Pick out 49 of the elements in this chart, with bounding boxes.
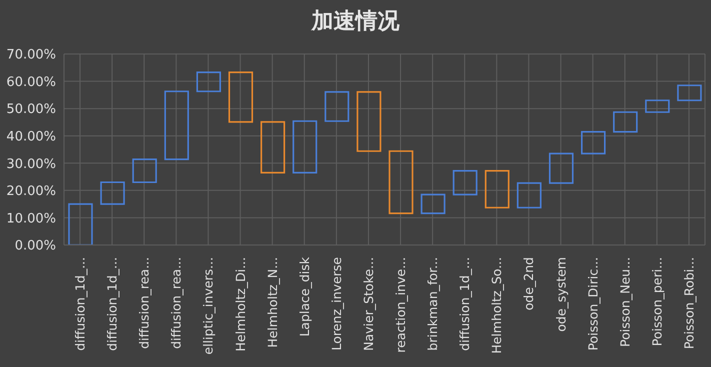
x-tick-label: Navier_Stoke... <box>360 257 376 351</box>
x-tick-label: Poisson_Robi... <box>681 257 696 350</box>
bar <box>452 170 478 196</box>
y-tick-label: 70.00% <box>6 48 56 63</box>
bar <box>516 182 542 208</box>
x-tick-label: brinkman_for... <box>425 257 440 351</box>
x-tick-label: Helmholtz_So... <box>489 257 504 354</box>
bar <box>68 203 93 245</box>
x-tick-label: Helmholtz_Di... <box>232 257 248 352</box>
bar <box>677 84 702 102</box>
bar <box>420 194 446 214</box>
x-tick-label: Poisson_Diric... <box>585 257 600 351</box>
bar <box>356 91 382 152</box>
x-tick-label: Laplace_disk <box>296 256 312 337</box>
x-tick-label: elliptic_invers... <box>200 257 216 355</box>
y-tick-label: 30.00% <box>6 156 56 172</box>
y-tick-label: 20.00% <box>6 184 56 200</box>
bar <box>484 170 510 208</box>
x-tick-label: ode_system <box>553 257 568 332</box>
x-tick-label: Helmholtz_N... <box>264 257 280 348</box>
y-tick-label: 50.00% <box>6 102 56 118</box>
x-tick-label: diffusion_1d_... <box>457 257 472 351</box>
bar <box>292 120 318 174</box>
x-tick-label: reaction_inve... <box>393 257 408 353</box>
x-tick-label: diffusion_rea... <box>136 257 152 349</box>
bar <box>388 150 414 214</box>
y-tick-label: 40.00% <box>6 129 56 144</box>
x-tick-label: Poisson_peri... <box>649 257 664 346</box>
y-tick-label: 60.00% <box>6 74 56 90</box>
x-tick-label: Poisson_Neu... <box>617 257 632 347</box>
bar <box>260 121 286 174</box>
x-tick-label: diffusion_rea... <box>168 257 184 349</box>
bar <box>548 152 574 184</box>
bar <box>132 158 157 184</box>
bar <box>613 111 638 133</box>
bar <box>581 130 606 154</box>
bar <box>324 91 350 122</box>
bar <box>100 181 125 205</box>
x-tick-label: ode_2nd <box>521 257 536 310</box>
x-tick-label: diffusion_1d_... <box>72 257 88 351</box>
bar <box>196 71 221 92</box>
x-tick-label: diffusion_1d_... <box>104 257 120 351</box>
bar <box>645 100 670 113</box>
y-tick-label: 0.00% <box>14 238 56 254</box>
x-tick-label: Lorenz_inverse <box>328 256 344 351</box>
bar <box>228 71 254 123</box>
chart-title: 加速情况 <box>310 8 400 36</box>
y-tick-label: 10.00% <box>6 211 56 226</box>
bar <box>164 90 189 160</box>
